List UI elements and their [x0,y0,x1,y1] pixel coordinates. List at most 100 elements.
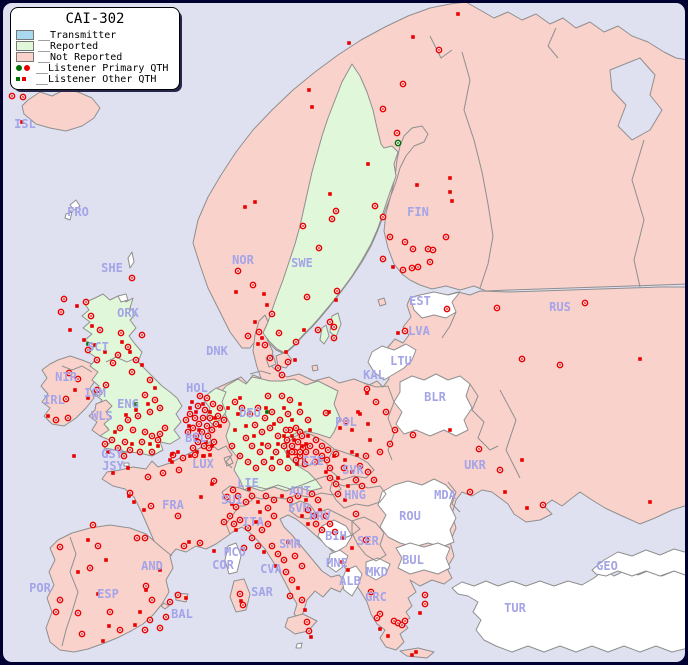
listener-primary-red-marker [228,442,236,450]
listener-primary-red-marker [372,398,380,406]
country-label-geo: GEO [596,559,618,573]
listener-primary-red-marker [141,428,149,436]
listener-primary-red-marker [409,431,417,439]
country-label-ser: SER [357,534,379,548]
listener-other-red-marker [638,357,642,361]
country-label-nor: NOR [232,253,254,267]
country-label-est: EST [409,294,431,308]
listener-other-red-marker [282,434,286,438]
listener-primary-red-marker [186,410,194,418]
listener-primary-red-marker [282,426,290,434]
listener-other-red-marker [296,586,300,590]
border-line [429,35,453,59]
listener-primary-red-marker [154,436,162,444]
listener-other-red-marker [46,414,50,418]
listener-primary-red-marker [315,244,323,252]
listener-other-red-marker [82,338,86,342]
listener-other-red-marker [76,570,80,574]
country-label-bel: BEL [185,431,207,445]
oland [319,324,330,345]
listener-primary-red-marker [249,281,257,289]
listener-other-red-marker [340,560,344,564]
country-label-bul: BUL [402,553,424,567]
legend-item-label: __Listener Primary QTH [36,62,169,74]
listener-primary-red-marker [282,568,290,576]
listener-other-red-marker [253,200,257,204]
listener-primary-red-marker [192,432,200,440]
listener-primary-red-marker [220,416,228,424]
country-fro [69,199,81,211]
listener-primary-red-marker [251,421,259,429]
country-label-lva: LVA [408,324,430,338]
listener-other-red-marker [247,487,251,491]
border-line [153,540,173,557]
country-label-alb: ALB [339,574,361,588]
listener-primary-red-marker [518,355,526,363]
listener-primary-red-marker [242,434,250,442]
listener-primary-red-marker [286,496,294,504]
country-wls [88,399,113,437]
listener-primary-red-marker [129,426,137,434]
listener-primary-red-marker [248,442,256,450]
listener-primary-red-marker [322,512,330,520]
listener-primary-red-marker [371,202,379,210]
listener-other-red-marker [306,522,310,526]
listener-other-red-marker [86,538,90,542]
listener-other-red-marker [260,336,264,340]
listener-other-red-marker [318,508,322,512]
listener-other-red-marker [448,176,452,180]
listener-other-red-marker [68,328,72,332]
listener-other-red-marker [293,358,297,362]
listener-other-red-marker [525,506,529,510]
listener-primary-red-marker [242,498,250,506]
listener-primary-red-marker [292,338,300,346]
listener-other-red-marker [113,430,117,434]
listener-primary-red-marker [126,446,134,454]
legend-item-reported: __Reported [16,40,174,52]
border-line [461,51,494,289]
listener-primary-red-marker [373,614,381,622]
listener-other-red-marker [366,422,370,426]
country-label-and: AND [141,559,163,573]
legend-item-label: __Reported [38,40,99,52]
listener-primary-red-marker [278,371,286,379]
bornholm [311,364,319,372]
listener-primary-red-marker [52,416,60,424]
listener-primary-red-marker [199,414,207,422]
listener-primary-red-marker [87,312,95,320]
listener-primary-red-marker [268,542,276,550]
listener-primary-red-marker [288,576,296,584]
listener-primary-red-marker [302,448,310,456]
listener-primary-red-marker [294,492,302,500]
listener-primary-red-marker [312,436,320,444]
listener-other-red-marker [302,328,306,332]
country-ltu [367,343,417,381]
listener-primary-red-marker [65,369,73,377]
country-label-cor: COR [212,558,234,572]
listener-other-red-marker [347,41,351,45]
listener-primary-red-marker [142,582,150,590]
country-label-svk: SVK [342,463,364,477]
listener-primary-red-marker [212,420,220,428]
country-label-sui: SUI [221,493,243,507]
listener-other-red-marker [340,536,344,540]
listener-primary-red-marker [326,464,334,472]
listener-primary-red-marker [195,420,203,428]
listener-primary-red-marker [288,448,296,456]
legend-title: CAI-302 [65,11,125,27]
listener-primary-red-marker [261,414,269,422]
listener-primary-red-marker [466,488,474,496]
legend-item-listener_primary: __Listener Primary QTH [16,62,174,74]
country-label-svn: SVN [288,501,310,515]
listener-primary-red-marker [278,392,286,400]
listener-other-red-marker [274,564,278,568]
listener-primary-red-marker [280,442,288,450]
listener-primary-red-marker [299,222,307,230]
listener-primary-red-marker [191,451,199,459]
listener-other-red-marker [212,549,216,553]
listener-primary-red-marker [314,326,322,334]
listener-other-red-marker [96,592,100,596]
listener-primary-red-marker [305,627,313,635]
listener-primary-red-marker [298,432,306,440]
